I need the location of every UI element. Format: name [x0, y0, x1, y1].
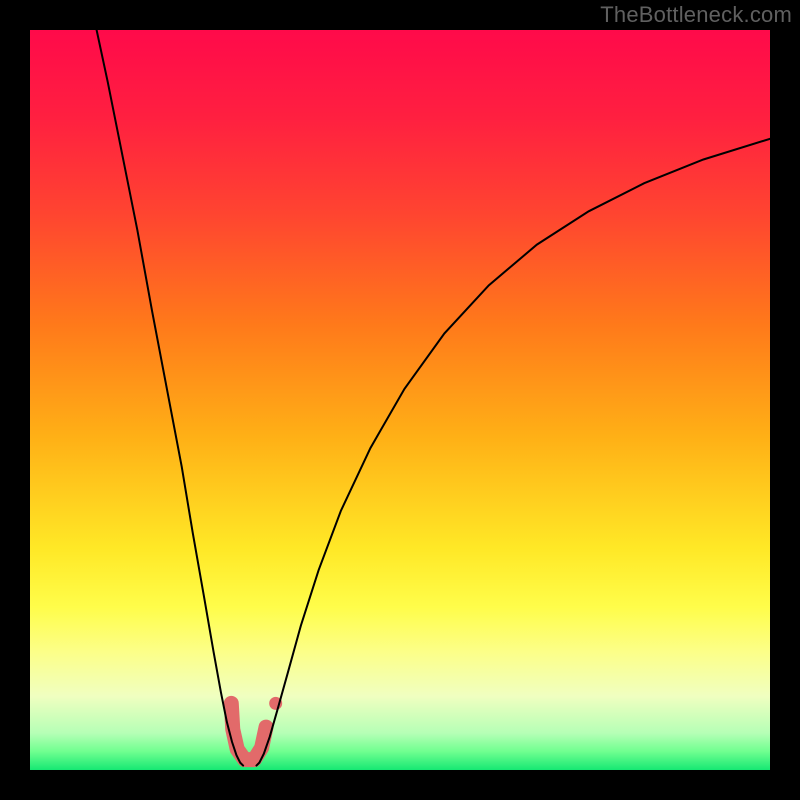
chart-stage: TheBottleneck.com — [0, 0, 800, 800]
curve-right-branch — [256, 139, 770, 766]
chart-svg — [30, 30, 770, 770]
watermark-text: TheBottleneck.com — [600, 2, 792, 28]
plot-area — [30, 30, 770, 770]
curve-left-branch — [97, 30, 244, 766]
valley-marker-path — [231, 703, 266, 759]
